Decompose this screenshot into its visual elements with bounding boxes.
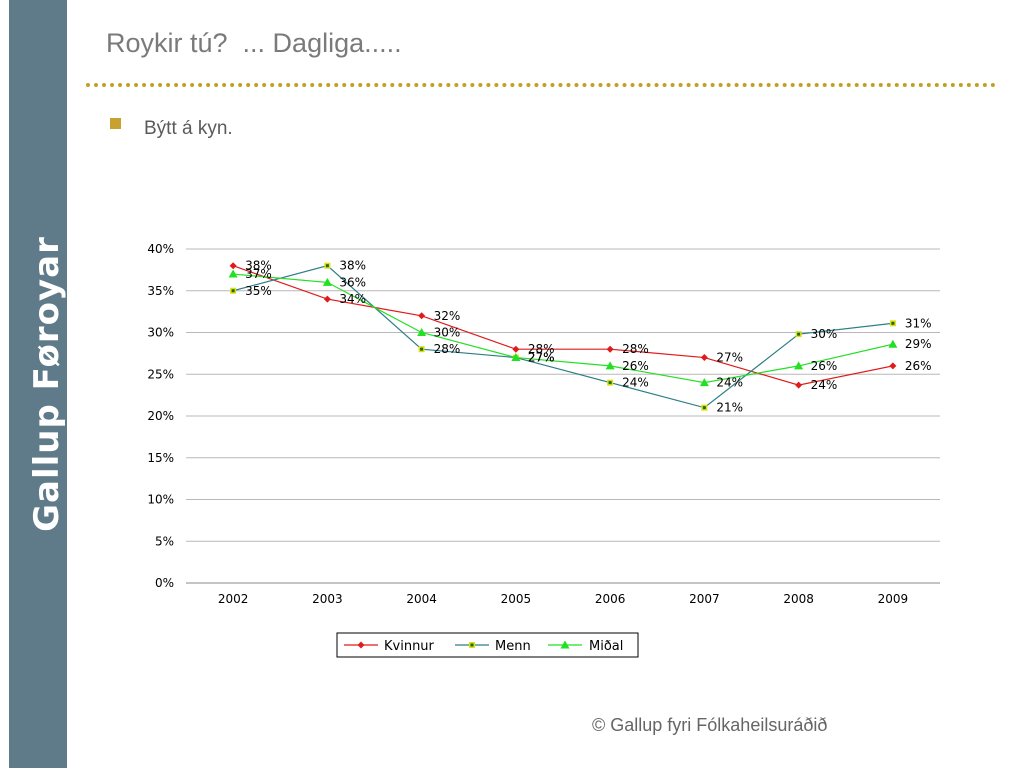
legend-kvinnur-point — [357, 641, 365, 649]
series-kvinnur-point — [700, 354, 708, 362]
data-label-menn: 35% — [245, 284, 272, 298]
data-label-menn: 24% — [622, 376, 649, 390]
series-kvinnur-point — [606, 345, 614, 353]
legend-label: Miðal — [589, 639, 623, 654]
data-label-kvinnur: 26% — [905, 359, 932, 373]
data-label-menn: 38% — [339, 259, 366, 273]
data-label-kvinnur: 27% — [716, 351, 743, 365]
bullet-square-icon — [110, 118, 121, 129]
data-label-kvinnur: 32% — [434, 309, 461, 323]
x-tick-label: 2006 — [595, 592, 626, 606]
legend-item-kvinnur: Kvinnur — [344, 639, 435, 654]
chart-axes: 0% 5% 10% 15% 20% 25% 30% 35% 40% 2002 2003 2004 200… — [147, 242, 908, 606]
data-label-kvinnur: 24% — [811, 378, 838, 392]
y-tick-label: 35% — [147, 284, 174, 298]
y-tick-label: 25% — [147, 367, 174, 381]
series-menn — [230, 262, 896, 411]
series-mi-al-point — [794, 361, 804, 370]
series-menn-point — [701, 404, 708, 411]
slide-title: Roykir tú? ... Dagliga..... — [106, 28, 402, 58]
series-kvinnur-point — [889, 362, 897, 370]
copyright-footer: © Gallup fyri Fólkaheilsuráðið — [592, 715, 828, 735]
series-menn-point — [607, 379, 614, 386]
data-label-menn: 30% — [811, 327, 838, 341]
series-kvinnur-point — [323, 295, 331, 303]
series-kvinnur-point — [512, 345, 520, 353]
y-tick-label: 0% — [155, 576, 174, 590]
data-label-mi-al: 26% — [811, 359, 838, 373]
series-mi-al — [228, 269, 898, 387]
title-divider — [86, 83, 996, 87]
data-label-kvinnur: 28% — [622, 342, 649, 356]
x-tick-label: 2002 — [218, 592, 249, 606]
data-label-mi-al: 30% — [434, 326, 461, 340]
y-tick-label: 20% — [147, 409, 174, 423]
data-label-mi-al: 36% — [339, 275, 366, 289]
data-label-kvinnur: 34% — [339, 292, 366, 306]
data-label-menn: 21% — [716, 401, 743, 415]
data-label-menn: 31% — [905, 316, 932, 330]
chart-data-labels: 38%34%32%28% 28%27%24%26%35%38%28%27%24%2… — [245, 259, 931, 415]
legend-mi-al-point — [560, 640, 570, 649]
legend-menn-point — [469, 642, 475, 648]
x-tick-label: 2004 — [406, 592, 437, 606]
x-tick-label: 2008 — [783, 592, 814, 606]
x-tick-label: 2009 — [878, 592, 909, 606]
x-tick-label: 2005 — [501, 592, 532, 606]
series-mi-al-point — [888, 339, 898, 348]
series-kvinnur-point — [229, 262, 237, 270]
series-line-menn — [232, 265, 893, 409]
series-menn-point — [230, 287, 237, 294]
legend-item-menn: Menn — [455, 639, 531, 654]
series-mi-al-point — [228, 269, 238, 278]
series-menn-point — [324, 262, 331, 269]
y-tick-label: 15% — [147, 451, 174, 465]
series-mi-al-point — [605, 361, 615, 370]
series-mi-al-point — [417, 328, 427, 336]
series-line-kvinnur — [232, 265, 893, 386]
legend-label: Kvinnur — [384, 639, 435, 654]
data-label-mi-al: 26% — [622, 359, 649, 373]
legend-label: Menn — [495, 639, 531, 654]
series-mi-al-point — [322, 277, 332, 286]
series-mi-al-point — [511, 353, 521, 362]
series-menn-point — [889, 320, 896, 327]
legend-item-mi-al: Miðal — [548, 639, 623, 654]
chart-series — [228, 262, 898, 411]
y-tick-label: 30% — [147, 326, 174, 340]
sidebar: Gallup Føroyar — [9, 0, 67, 768]
y-tick-label: 10% — [147, 493, 174, 507]
data-label-mi-al: 29% — [905, 337, 932, 351]
x-tick-label: 2003 — [312, 592, 343, 606]
y-tick-label: 5% — [155, 534, 174, 548]
chart-grid — [186, 248, 940, 584]
data-label-kvinnur: 28% — [528, 342, 555, 356]
data-label-menn: 28% — [434, 342, 461, 356]
series-menn-point — [418, 346, 425, 353]
series-menn-point — [795, 331, 802, 338]
series-kvinnur-point — [418, 312, 426, 320]
series-line-mi-al — [233, 273, 894, 384]
chart-legend: Kvinnur Menn Miðal — [336, 632, 639, 658]
series-kvinnur — [229, 262, 897, 389]
bullet-text: Býtt á kyn. — [144, 118, 233, 139]
series-mi-al-point — [699, 378, 709, 387]
series-kvinnur-point — [795, 381, 803, 389]
x-tick-label: 2007 — [689, 592, 720, 606]
data-label-menn: 27% — [528, 351, 555, 365]
y-tick-label: 40% — [147, 242, 174, 256]
data-label-mi-al: 24% — [716, 376, 743, 390]
data-label-kvinnur: 38% — [245, 259, 272, 273]
data-label-mi-al: 37% — [245, 267, 272, 281]
data-label-mi-al: 27% — [528, 351, 555, 365]
